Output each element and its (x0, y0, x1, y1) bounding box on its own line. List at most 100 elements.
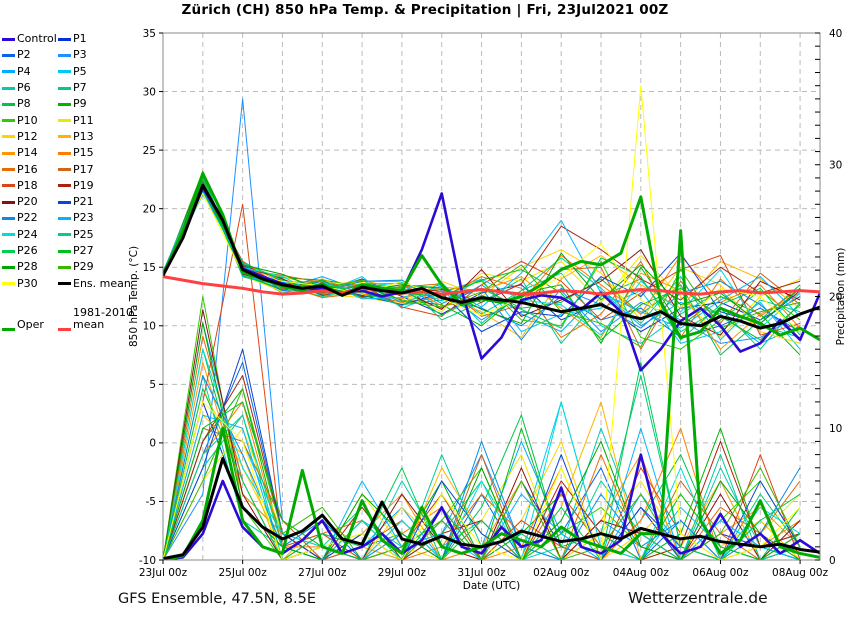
legend-label: 1981-2010 mean (73, 305, 133, 331)
legend-row: P24 P25 (2, 227, 162, 243)
legend-label: P12 (17, 129, 38, 143)
svg-text:15: 15 (143, 262, 156, 274)
legend-row: Control P1 (2, 31, 162, 47)
legend-swatch (2, 233, 15, 237)
model-info-label: GFS Ensemble, 47.5N, 8.5E (118, 591, 317, 607)
svg-text:35: 35 (143, 28, 156, 40)
legend-item: P9 (58, 98, 158, 110)
legend-label: P4 (17, 64, 31, 78)
site-watermark: Wetterzentrale.de (628, 589, 768, 607)
svg-text:20: 20 (143, 203, 156, 215)
legend-item: Ens. mean (58, 276, 158, 290)
legend-item: P13 (58, 130, 158, 143)
legend-item: P21 (58, 196, 158, 208)
legend-label: P22 (17, 211, 38, 225)
legend-item: P30 (2, 277, 58, 290)
legend-swatch (58, 249, 71, 253)
legend-label: P11 (73, 113, 94, 127)
legend-item: P19 (58, 178, 158, 192)
legend-label: P19 (73, 178, 94, 192)
svg-text:0: 0 (829, 555, 836, 567)
legend-swatch (2, 200, 15, 204)
legend-item: P20 (2, 196, 58, 208)
svg-text:-10: -10 (139, 555, 156, 567)
legend-swatch (58, 233, 71, 237)
legend-swatch (58, 86, 71, 90)
legend-swatch (58, 184, 71, 188)
legend-swatch (2, 249, 15, 253)
legend-label: P28 (17, 260, 38, 274)
legend-row: P16 P17 (2, 161, 162, 177)
legend: Control P1 P2 P3 P4 P5 P6 P7 P8 P9 P10 P11 P12 P13 P14… (2, 31, 162, 333)
legend-item: P29 (58, 261, 158, 273)
svg-text:27Jul 00z: 27Jul 00z (298, 567, 347, 579)
legend-swatch (58, 282, 71, 286)
legend-label: P15 (73, 146, 94, 160)
legend-item: P1 (58, 33, 158, 45)
svg-text:31Jul 00z: 31Jul 00z (457, 567, 506, 579)
legend-swatch (2, 135, 15, 139)
legend-swatch (2, 86, 15, 90)
svg-text:10: 10 (143, 321, 156, 333)
legend-item: P18 (2, 179, 58, 192)
legend-swatch (2, 168, 15, 172)
legend-label: P27 (73, 244, 94, 257)
legend-row: P10 P11 (2, 112, 162, 128)
legend-item: P22 (2, 212, 58, 224)
svg-text:06Aug 00z: 06Aug 00z (692, 567, 749, 579)
legend-row: P2 P3 (2, 47, 162, 63)
legend-swatch (2, 119, 15, 123)
legend-swatch (58, 119, 71, 123)
legend-item: P11 (58, 113, 158, 127)
legend-row: P26 P27 (2, 243, 162, 259)
legend-item: 1981-2010 mean (58, 305, 158, 333)
legend-label: P9 (73, 97, 87, 111)
legend-item: Oper (2, 317, 58, 333)
legend-swatch (58, 265, 71, 269)
legend-label: P7 (73, 81, 87, 95)
svg-text:30: 30 (143, 86, 156, 98)
legend-swatch (2, 327, 15, 331)
legend-item: P14 (2, 147, 58, 159)
legend-item: P8 (2, 98, 58, 110)
svg-text:40: 40 (829, 28, 842, 40)
legend-item: P24 (2, 227, 58, 241)
legend-row: P12 P13 (2, 129, 162, 145)
legend-label: P24 (17, 227, 38, 241)
legend-label: Control (17, 32, 57, 46)
legend-item: P2 (2, 49, 58, 61)
legend-label: P5 (73, 64, 87, 78)
svg-text:29Jul 00z: 29Jul 00z (378, 567, 427, 579)
legend-row: P30 Ens. mean (2, 275, 162, 291)
legend-item: Control (2, 33, 58, 45)
legend-label: P26 (17, 244, 38, 257)
legend-swatch (2, 53, 15, 57)
legend-label: P25 (73, 227, 94, 241)
legend-label: P16 (17, 162, 38, 176)
legend-label: Ens. mean (73, 276, 131, 290)
legend-label: P21 (73, 195, 94, 209)
legend-row: P22 P23 (2, 210, 162, 226)
legend-item: P7 (58, 82, 158, 94)
legend-item: P10 (2, 114, 58, 127)
legend-label: P20 (17, 195, 38, 209)
legend-label: Oper (17, 317, 44, 331)
legend-swatch (58, 53, 71, 57)
legend-swatch (58, 102, 71, 106)
svg-text:Date (UTC): Date (UTC) (463, 580, 520, 592)
legend-row: P20 P21 (2, 194, 162, 210)
legend-swatch (58, 216, 71, 220)
legend-item: P27 (58, 245, 158, 257)
legend-label: P14 (17, 146, 38, 160)
legend-swatch (2, 102, 15, 106)
legend-swatch (58, 37, 71, 41)
legend-swatch (58, 70, 71, 74)
legend-item: P12 (2, 129, 58, 143)
legend-swatch (2, 282, 15, 286)
legend-swatch (2, 265, 15, 269)
legend-item: P28 (2, 261, 58, 273)
legend-label: P3 (73, 48, 87, 62)
legend-row: P14 P15 (2, 145, 162, 161)
